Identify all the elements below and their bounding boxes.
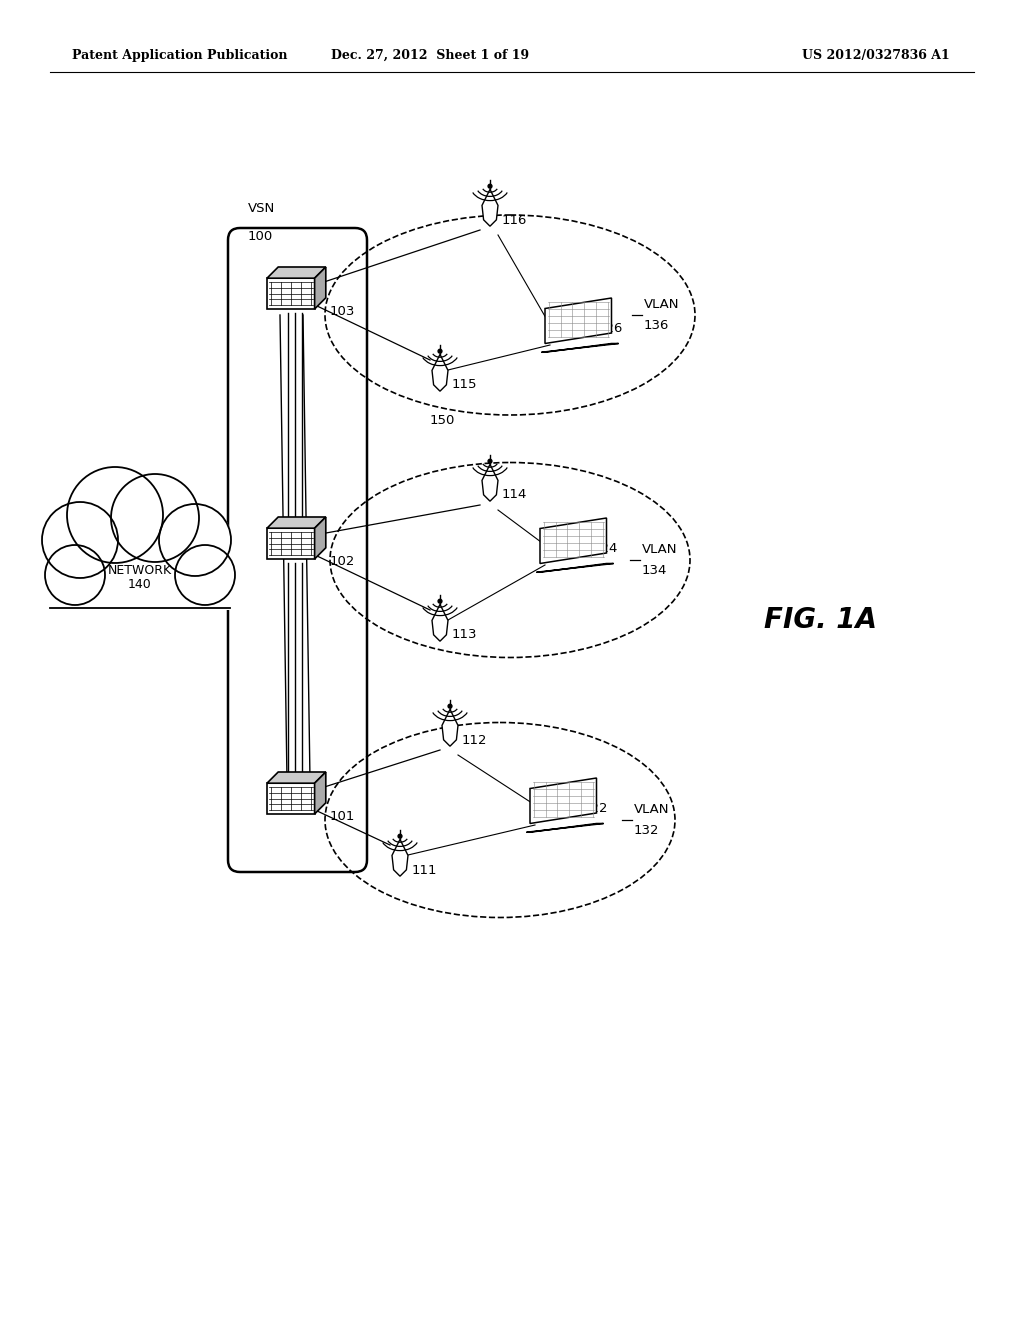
Circle shape: [45, 545, 105, 605]
Text: 114: 114: [502, 488, 527, 502]
Text: 102: 102: [330, 554, 355, 568]
Polygon shape: [314, 772, 326, 814]
Polygon shape: [482, 465, 498, 502]
Polygon shape: [482, 189, 498, 226]
Circle shape: [438, 599, 442, 603]
Circle shape: [42, 502, 118, 578]
Polygon shape: [442, 709, 458, 746]
Text: 103: 103: [330, 305, 355, 318]
Polygon shape: [267, 267, 326, 279]
Text: 126: 126: [598, 322, 624, 334]
Polygon shape: [540, 517, 606, 564]
Text: Patent Application Publication: Patent Application Publication: [72, 49, 288, 62]
Polygon shape: [314, 517, 326, 558]
Text: VLAN: VLAN: [634, 803, 670, 816]
Polygon shape: [314, 267, 326, 309]
Text: 111: 111: [412, 863, 437, 876]
Circle shape: [111, 474, 199, 562]
Polygon shape: [537, 564, 613, 573]
Polygon shape: [267, 783, 314, 814]
Polygon shape: [526, 824, 603, 832]
Text: 112: 112: [462, 734, 487, 747]
Circle shape: [488, 185, 492, 189]
Text: 140: 140: [128, 578, 152, 591]
Polygon shape: [50, 531, 230, 610]
Text: VLAN: VLAN: [644, 298, 680, 312]
Text: 134: 134: [642, 564, 668, 577]
Text: 132: 132: [634, 824, 659, 837]
Polygon shape: [267, 517, 326, 528]
Text: 101: 101: [330, 810, 355, 822]
Text: 100: 100: [248, 230, 273, 243]
Text: Dec. 27, 2012  Sheet 1 of 19: Dec. 27, 2012 Sheet 1 of 19: [331, 49, 529, 62]
Polygon shape: [542, 343, 618, 352]
Circle shape: [67, 467, 163, 564]
Polygon shape: [530, 777, 597, 824]
Text: 113: 113: [452, 628, 477, 642]
Circle shape: [398, 834, 401, 838]
Polygon shape: [392, 840, 408, 876]
Text: 124: 124: [593, 541, 618, 554]
Text: 122: 122: [583, 801, 608, 814]
Text: 136: 136: [644, 319, 670, 333]
Text: NETWORK: NETWORK: [108, 564, 172, 577]
FancyBboxPatch shape: [228, 228, 367, 873]
Text: 116: 116: [502, 214, 527, 227]
Text: 150: 150: [430, 413, 456, 426]
Polygon shape: [432, 354, 449, 391]
Text: US 2012/0327836 A1: US 2012/0327836 A1: [802, 49, 950, 62]
Circle shape: [159, 504, 231, 576]
Text: 115: 115: [452, 379, 477, 392]
Text: FIG. 1A: FIG. 1A: [764, 606, 877, 634]
Circle shape: [488, 459, 492, 463]
Polygon shape: [267, 772, 326, 783]
Text: VLAN: VLAN: [642, 543, 678, 556]
Circle shape: [449, 705, 452, 708]
Circle shape: [175, 545, 234, 605]
Circle shape: [438, 350, 442, 354]
Polygon shape: [432, 605, 449, 642]
Polygon shape: [267, 528, 314, 558]
Polygon shape: [545, 298, 611, 343]
Text: VSN: VSN: [248, 202, 275, 215]
Polygon shape: [52, 543, 228, 607]
Polygon shape: [267, 279, 314, 309]
